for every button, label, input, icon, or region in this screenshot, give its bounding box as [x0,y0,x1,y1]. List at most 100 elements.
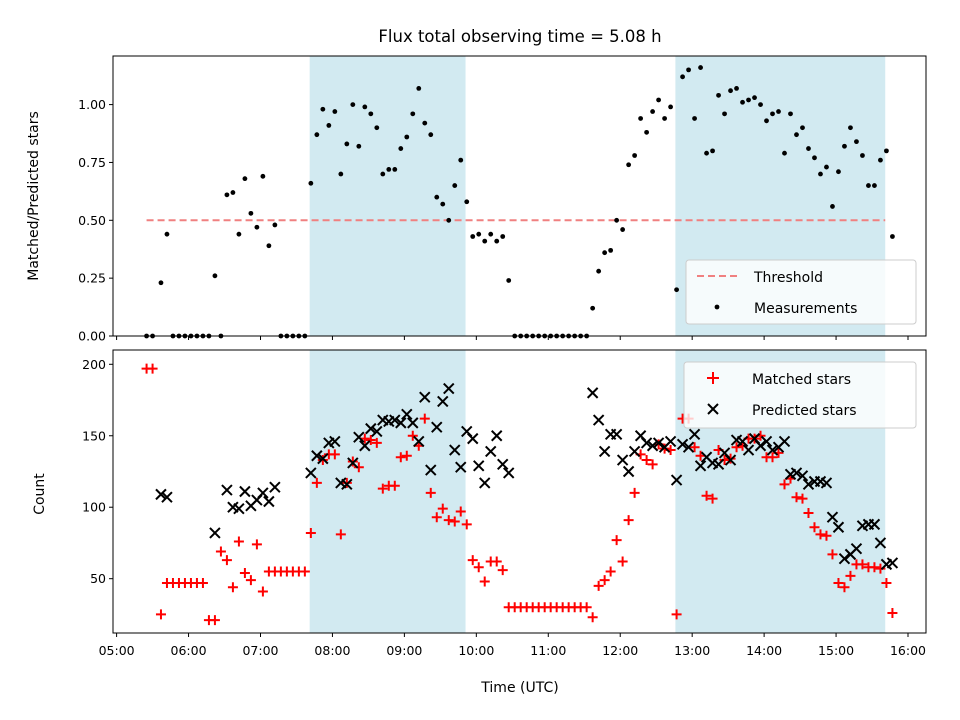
measurement-point [770,111,775,117]
measurement-point [440,201,446,207]
predicted-star-point [473,460,485,472]
matched-star-point [437,503,448,514]
measurement-point [242,176,248,182]
measurement-point [776,109,781,114]
matched-star-point [197,577,208,588]
predicted-star-point [503,467,515,479]
predicted-star-point [754,440,767,452]
measurement-point [854,139,859,145]
predicted-star-point [766,444,779,456]
top-axes-frame [112,55,927,337]
predicted-star-point [437,395,449,408]
matched-star-point [833,577,844,588]
bottom-legend-box [683,361,917,429]
matched-star-point [629,487,640,498]
measurement-point [224,192,230,198]
predicted-star-point [610,428,623,441]
matched-star-point [311,477,322,488]
matched-star-point [455,506,466,517]
bottom-y-tick-label: 100 [82,500,106,515]
measurement-point [620,227,626,232]
measurement-point [764,118,769,124]
predicted-star-point [365,422,377,435]
predicted-star-point [353,431,365,443]
predicted-star-point [724,454,737,466]
bottom-y-axis-label: Count [32,473,48,515]
predicted-star-point [796,470,809,482]
matched-star-point [377,483,388,494]
measurement-point [410,111,416,117]
predicted-star-point [389,414,401,426]
measurement-point [260,173,266,179]
legend-measurements-swatch [714,304,720,310]
predicted-star-point [640,437,653,449]
predicted-star-point [592,414,605,426]
x-tick-label: 08:00 [314,643,350,658]
measurement-point [716,92,721,98]
x-tick-label: 14:00 [746,643,782,658]
measurement-point [428,132,434,138]
predicted-star-point [616,454,629,466]
measurement-point [434,194,440,200]
matched-star-point [779,479,790,490]
predicted-star-point [479,477,491,489]
predicted-star-point [497,458,509,471]
matched-star-point [671,609,682,620]
predicted-star-point [712,458,725,471]
matched-star-point [371,437,382,448]
predicted-star-point [305,467,317,479]
predicted-star-point [598,445,611,458]
matched-star-point [875,563,886,574]
chart-title: Flux total observing time = 5.08 h [378,27,661,46]
measurement-point [320,106,326,112]
measurement-point [266,243,272,249]
matched-star-point [317,455,328,466]
matched-star-point [881,577,892,588]
top-y-tick-label: 0.75 [78,155,106,170]
matched-star-point [707,493,718,504]
legend-matched-label: Matched stars [752,372,851,388]
measurement-point [422,120,428,126]
matched-star-point [797,493,808,504]
matched-star-point [443,515,454,526]
measurement-point [692,116,697,121]
measurement-point [638,116,644,121]
measurement-point [866,183,871,188]
matched-star-point [215,546,226,557]
matched-star-point [689,442,700,453]
measurement-point [788,111,793,117]
measurement-point [698,65,703,70]
measurement-point [794,132,799,138]
bottom-legend: Matched stars Predicted stars [683,361,917,429]
matched-star-point [407,430,418,441]
matched-star-point [593,580,604,591]
measurement-point [728,88,733,94]
measurement-point [734,85,739,91]
measurement-point [248,210,254,216]
matched-star-point [245,575,256,586]
measurement-point [392,166,398,172]
measurement-point [476,231,482,237]
predicted-star-point [760,435,773,448]
matched-star-point [599,575,610,586]
predicted-star-point [868,518,881,531]
matched-star-point [395,452,406,463]
matched-star-point [581,602,592,613]
predicted-star-point [646,440,659,452]
measurement-point [332,109,338,114]
bottom-y-tick-label: 200 [82,357,106,372]
matched-star-point [389,480,400,491]
matched-star-point [425,487,436,498]
predicted-star-point [371,425,383,438]
measurement-point [878,157,883,163]
measurement-point [614,217,620,223]
matched-star-point [335,529,346,540]
predicted-star-point [359,440,371,452]
predicted-star-point [329,435,341,448]
matched-star-point [299,566,310,577]
measurement-point [212,273,218,279]
predicted-star-point [209,527,221,539]
measurement-point [824,164,829,170]
measurement-point [326,123,332,128]
top-y-tick-label: 0.00 [78,329,106,344]
